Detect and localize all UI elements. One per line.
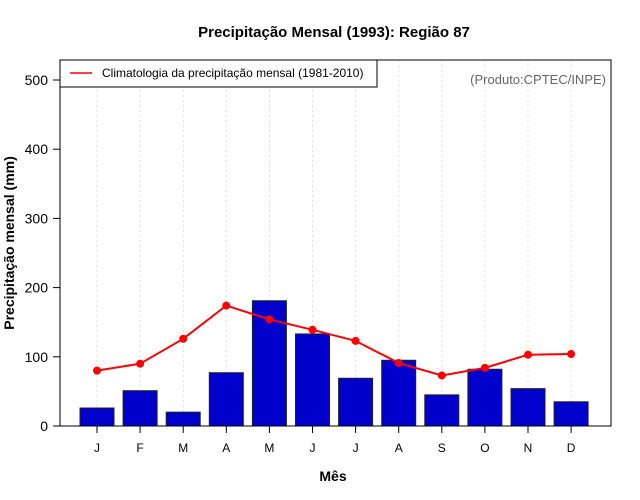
x-tick-label: F — [136, 441, 143, 455]
x-tick-label: D — [567, 441, 576, 455]
bar — [295, 333, 330, 427]
climatology-point — [308, 325, 317, 334]
x-tick-label: J — [353, 441, 359, 455]
x-tick-label: M — [178, 441, 188, 455]
bar — [553, 401, 589, 427]
y-tick-label: 100 — [25, 349, 49, 365]
bar — [338, 377, 374, 427]
bar — [79, 407, 115, 427]
bar — [467, 368, 503, 427]
bar — [510, 388, 546, 427]
bar — [208, 372, 244, 427]
y-tick-label: 0 — [40, 418, 48, 434]
chart-title: Precipitação Mensal (1993): Região 87 — [198, 24, 470, 41]
x-tick-label: A — [222, 441, 230, 455]
x-tick-label: A — [395, 441, 403, 455]
climatology-point — [265, 315, 274, 324]
x-tick-label: J — [310, 441, 316, 455]
climatology-point — [394, 359, 403, 368]
climatology-point — [437, 371, 446, 380]
climatology-point — [222, 301, 231, 310]
x-tick-label: O — [480, 441, 489, 455]
y-axis-label: Precipitação mensal (mm) — [1, 156, 17, 330]
bar — [165, 411, 201, 427]
climatology-point — [93, 366, 101, 375]
x-tick-label: N — [524, 441, 533, 455]
legend-label: Climatologia da precipitação mensal (198… — [102, 66, 363, 80]
bar — [381, 359, 417, 427]
y-tick-label: 400 — [25, 141, 49, 157]
legend: Climatologia da precipitação mensal (198… — [59, 59, 378, 88]
y-tick-label: 500 — [25, 72, 49, 88]
climatology-point — [136, 359, 145, 368]
climatology-point — [179, 334, 188, 343]
y-tick-label: 300 — [25, 210, 49, 226]
climatology-point — [567, 350, 576, 359]
source-annotation: (Produto:CPTEC/INPE) — [470, 72, 606, 87]
x-tick-label: J — [94, 441, 100, 455]
bar — [424, 394, 460, 427]
climatology-point — [480, 363, 489, 372]
x-tick-label: M — [264, 441, 274, 455]
x-axis-label: Mês — [319, 468, 346, 484]
y-tick-label: 200 — [25, 280, 49, 296]
x-tick-label: S — [438, 441, 446, 455]
climatology-line — [96, 304, 572, 377]
bar — [122, 390, 158, 427]
climatology-point — [351, 336, 360, 345]
climatology-point — [524, 350, 532, 359]
